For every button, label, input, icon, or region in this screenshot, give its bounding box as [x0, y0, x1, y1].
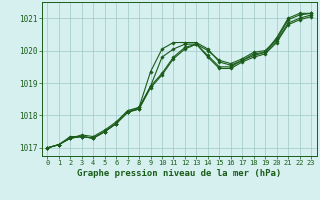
X-axis label: Graphe pression niveau de la mer (hPa): Graphe pression niveau de la mer (hPa)	[77, 169, 281, 178]
